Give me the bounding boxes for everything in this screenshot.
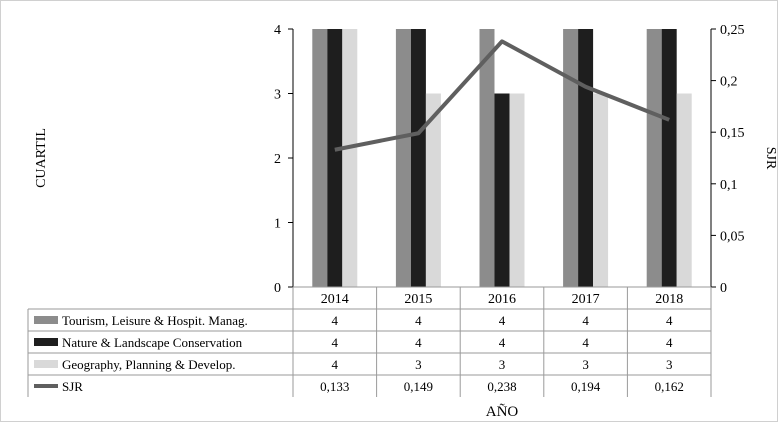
series-name-label: SJR [62,379,83,394]
table-value-cell: 4 [582,313,589,328]
x-category-label: 2016 [488,292,516,307]
table-value-cell: 0,149 [404,379,433,394]
bar-2015-1 [395,29,411,287]
table-value-cell: 3 [582,357,589,372]
table-value-cell: 4 [499,313,506,328]
legend-key-2 [34,338,58,346]
table-value-cell: 4 [332,313,339,328]
left-tick-label: 4 [274,23,281,38]
sjr-line [334,39,670,152]
x-axis-title-ano: AÑO [486,404,519,420]
table-value-cell: 4 [332,357,339,372]
bar-2016-3 [509,93,525,287]
left-tick-label: 1 [274,217,281,232]
right-tick-label: 0,05 [720,229,745,244]
bar-2016-1 [479,29,495,287]
right-tick-label: 0,25 [720,23,745,38]
left-tick-label: 2 [274,152,281,167]
right-tick-label: 0,2 [720,75,738,90]
x-category-label: 2015 [404,292,432,307]
right-tick-label: 0,15 [720,126,745,141]
table-value-cell: 4 [666,335,673,350]
bar-2015-3 [425,93,441,287]
table-value-cell: 4 [666,313,673,328]
table-value-cell: 3 [499,357,506,372]
bar-2018-3 [676,93,692,287]
y-axis-title-cuartil: CUARTIL [34,128,49,188]
bar-2017-3 [593,93,609,287]
bar-2014-1 [312,29,328,287]
right-tick-label: 0 [720,281,727,296]
table-value-cell: 0,238 [487,379,516,394]
bar-2014-3 [342,29,358,287]
legend-key-1 [34,316,58,324]
x-category-label: 2017 [572,292,600,307]
legend-key-3 [34,360,58,368]
x-category-label: 2014 [321,292,349,307]
series-name-label: Tourism, Leisure & Hospit. Manag. [62,313,248,328]
table-value-cell: 3 [666,357,673,372]
bar-2014-2 [327,29,343,287]
bar-2016-2 [494,93,510,287]
table-value-cell: 4 [582,335,589,350]
table-value-cell: 0,162 [655,379,684,394]
right-tick-label: 0,1 [720,178,738,193]
table-value-cell: 4 [415,313,422,328]
series-name-label: Nature & Landscape Conservation [62,335,243,350]
table-value-cell: 4 [499,335,506,350]
x-category-label: 2018 [655,292,683,307]
table-value-cell: 4 [415,335,422,350]
left-tick-label: 3 [274,88,281,103]
y2-axis-title-sjr: SJR [763,147,778,170]
table-value-cell: 3 [415,357,422,372]
table-value-cell: 0,133 [320,379,349,394]
table-value-cell: 4 [332,335,339,350]
bar-2015-2 [410,29,426,287]
left-tick-label: 0 [274,281,281,296]
bar-2017-1 [563,29,579,287]
bar-2017-2 [578,29,594,287]
series-name-label: Geography, Planning & Develop. [62,357,236,372]
bar-2018-2 [661,29,677,287]
table-value-cell: 0,194 [571,379,601,394]
bar-2018-1 [646,29,662,287]
